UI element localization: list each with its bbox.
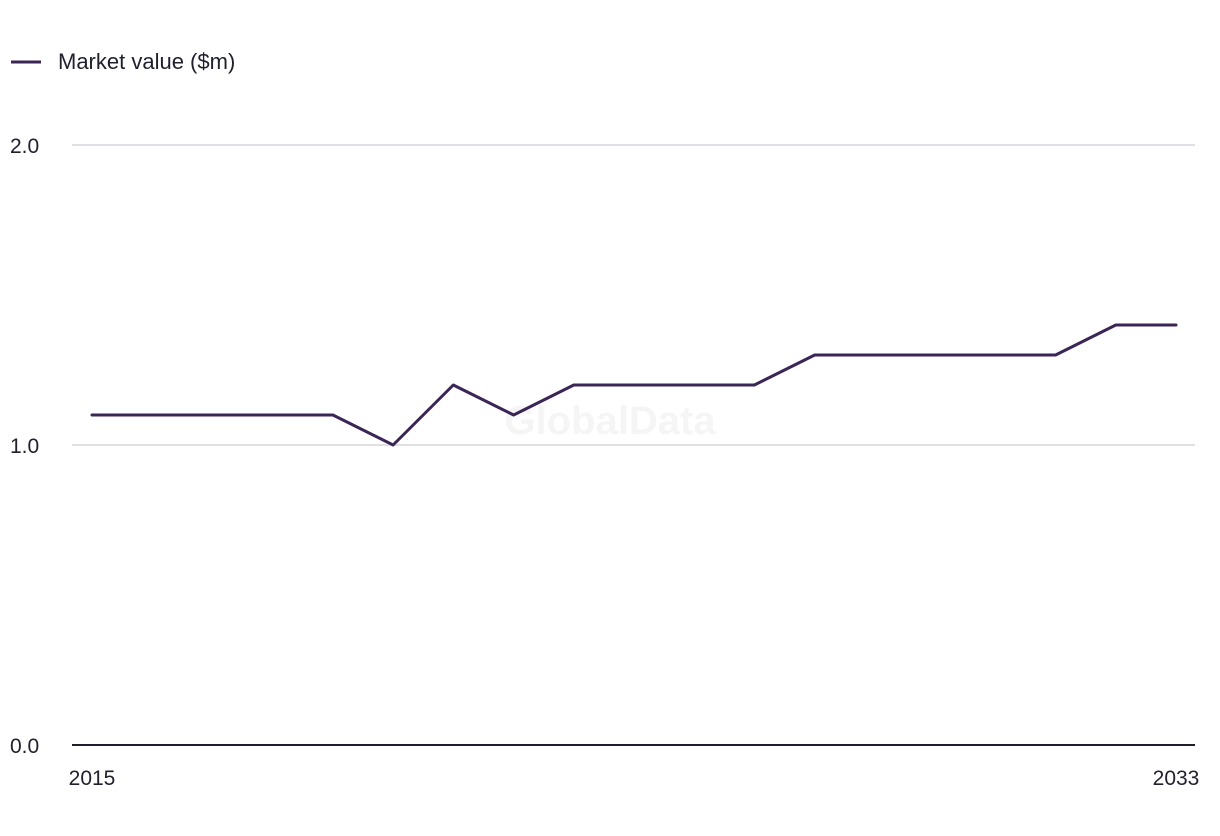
x-tick-label: 2033	[1153, 767, 1200, 790]
data-point	[813, 353, 817, 357]
watermark-text: GlobalData	[504, 399, 716, 443]
y-tick-label: 0.0	[10, 735, 39, 758]
x-tick-label: 2015	[69, 767, 116, 790]
y-axis-ticks: 2.0 1.0 0.0	[10, 135, 39, 758]
data-point	[210, 413, 214, 417]
data-point	[933, 353, 937, 357]
gridlines	[72, 144, 1195, 746]
legend: Market value ($m)	[11, 49, 235, 74]
data-point	[1054, 353, 1058, 357]
data-point	[150, 413, 154, 417]
data-point	[572, 383, 576, 387]
data-point	[1174, 323, 1178, 327]
data-point	[271, 413, 275, 417]
data-point	[451, 383, 455, 387]
data-point	[1114, 323, 1118, 327]
data-point	[993, 353, 997, 357]
series-layer	[90, 323, 1178, 447]
data-point	[752, 383, 756, 387]
data-point	[632, 383, 636, 387]
data-point	[331, 413, 335, 417]
legend-label: Market value ($m)	[58, 49, 235, 74]
data-point	[90, 413, 94, 417]
data-point	[512, 413, 516, 417]
y-tick-label: 1.0	[10, 435, 39, 458]
data-point	[692, 383, 696, 387]
x-axis-ticks: 2015 2033	[69, 767, 1200, 790]
data-point	[391, 443, 395, 447]
data-point	[873, 353, 877, 357]
y-tick-label: 2.0	[10, 135, 39, 158]
series-line-market-value	[90, 323, 1178, 447]
